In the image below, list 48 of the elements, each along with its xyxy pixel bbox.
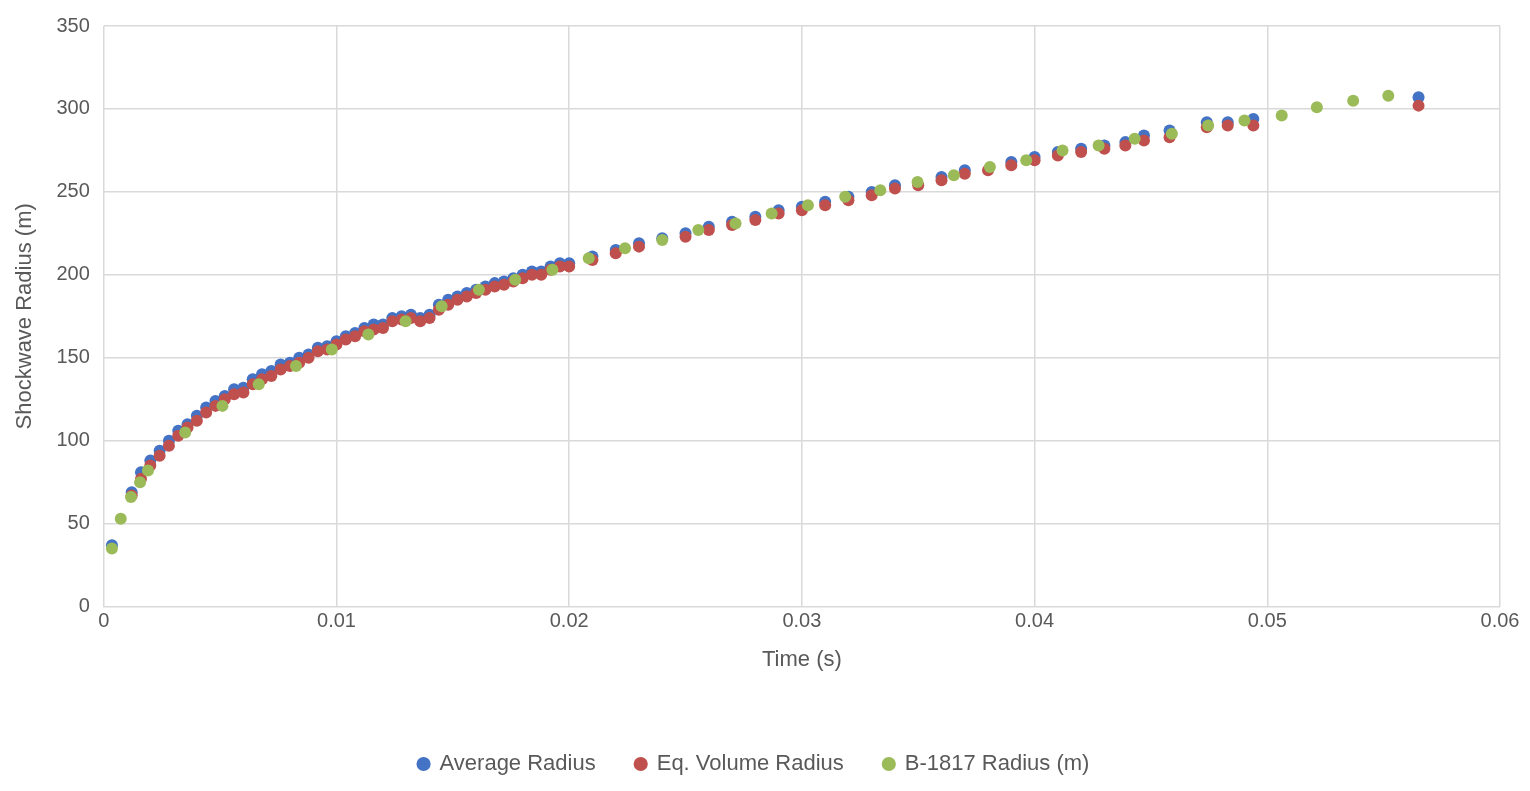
legend-label: Eq. Volume Radius	[656, 750, 844, 776]
point	[1020, 154, 1033, 167]
point	[692, 224, 705, 237]
point	[801, 199, 814, 212]
point	[114, 512, 127, 525]
point	[325, 343, 338, 356]
point	[582, 252, 595, 265]
point	[765, 207, 778, 220]
point	[1382, 89, 1395, 102]
y-tick-label: 50	[67, 511, 90, 534]
y-tick-label: 350	[56, 13, 90, 36]
point	[947, 169, 960, 182]
y-tick-label: 250	[56, 179, 90, 202]
x-tick-label: 0.05	[1247, 609, 1287, 632]
x-tick-label: 0.03	[782, 609, 822, 632]
point	[179, 426, 192, 439]
point	[289, 360, 302, 373]
legend-label: Average Radius	[439, 750, 596, 776]
y-tick-label: 150	[56, 345, 90, 368]
point	[874, 184, 887, 197]
point	[216, 399, 229, 412]
x-tick-label: 0.01	[317, 609, 356, 632]
point	[399, 315, 412, 328]
x-axis-title: Time (s)	[761, 645, 842, 671]
point	[134, 476, 147, 489]
point	[362, 328, 375, 341]
y-tick-label: 100	[56, 428, 90, 451]
y-axis-title: Shockwave Radius (m)	[11, 203, 37, 430]
x-tick-label: 0	[98, 609, 110, 632]
y-tick-label: 0	[78, 594, 90, 617]
point	[619, 242, 632, 255]
point	[983, 161, 996, 173]
x-tick-label: 0.06	[1480, 609, 1520, 632]
point	[1347, 94, 1360, 107]
point	[252, 378, 265, 391]
y-tick-label: 200	[56, 262, 90, 285]
point	[1310, 101, 1323, 114]
point	[1128, 132, 1141, 145]
x-tick-label: 0.04	[1015, 609, 1055, 632]
point	[1056, 144, 1069, 157]
point	[1275, 109, 1288, 122]
point	[1092, 139, 1105, 152]
point	[141, 464, 154, 477]
y-tick-label: 300	[56, 96, 90, 119]
x-tick-label: 0.02	[549, 609, 589, 632]
point	[1238, 114, 1251, 127]
legend-label: B-1817 Radius (m)	[904, 750, 1090, 776]
point	[911, 175, 924, 188]
